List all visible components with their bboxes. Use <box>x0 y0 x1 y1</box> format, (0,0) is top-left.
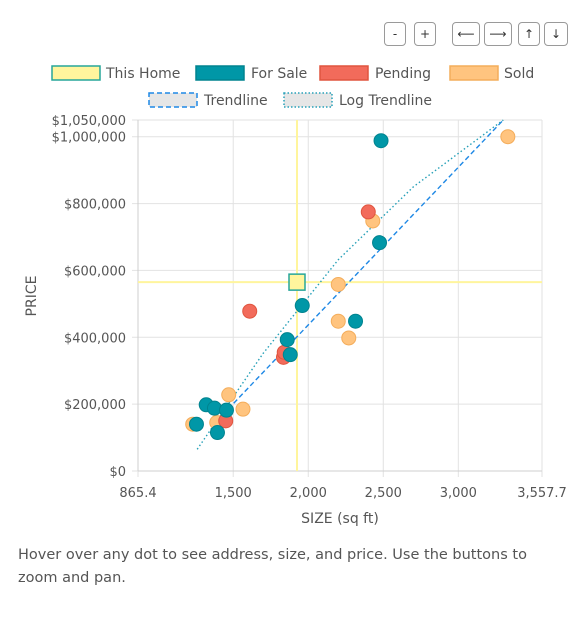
sold-point[interactable] <box>235 401 251 417</box>
x-axis-label: SIZE (sq ft) <box>301 511 379 527</box>
trendlines <box>196 119 504 450</box>
chart-legend: This Home For Sale Pending Sold Trendlin… <box>51 65 534 109</box>
log-trendline <box>196 119 504 450</box>
pending-point[interactable] <box>242 303 258 319</box>
legend-label-this-home: This Home <box>105 66 180 82</box>
for-sale-point[interactable] <box>372 235 388 251</box>
y-tick-label: $600,000 <box>64 264 126 279</box>
x-tick-label: 1,500 <box>215 486 252 501</box>
for-sale-point[interactable] <box>188 416 204 432</box>
y-tick-label: $400,000 <box>64 331 126 346</box>
tick-labels: 865.4 1,500 2,000 2,500 3,000 3,557.7 $0 $200,0… <box>52 114 567 501</box>
chart-caption: Hover over any dot to see address, size,… <box>18 547 527 586</box>
trendline <box>222 119 504 416</box>
x-tick-label: 2,000 <box>290 486 327 501</box>
data-points <box>185 129 516 441</box>
legend-swatch-this-home[interactable] <box>51 65 101 81</box>
for-sale-point[interactable] <box>294 298 310 314</box>
legend-label-log-trendline: Log Trendline <box>339 93 432 109</box>
pending-point[interactable] <box>360 204 376 220</box>
gridlines <box>132 119 543 477</box>
sold-point[interactable] <box>330 313 346 329</box>
axes <box>137 120 542 472</box>
legend-swatch-log-trendline[interactable] <box>283 92 333 108</box>
for-sale-point[interactable] <box>373 133 389 149</box>
legend-swatch-trendline[interactable] <box>148 92 198 108</box>
sold-point[interactable] <box>330 276 346 292</box>
chart-controls: - + ⟵ ⟶ ↑ ↓ <box>384 22 574 48</box>
legend-label-trendline: Trendline <box>203 93 268 109</box>
for-sale-point[interactable] <box>279 332 295 348</box>
sold-point[interactable] <box>221 387 237 403</box>
this-home-point[interactable] <box>288 273 306 291</box>
zoom-out-button[interactable]: - <box>384 22 406 46</box>
price-vs-size-chart: This Home For Sale Pending Sold Trendlin… <box>24 65 567 527</box>
for-sale-point[interactable] <box>209 425 225 441</box>
sold-point[interactable] <box>341 330 357 346</box>
legend-label-pending: Pending <box>375 66 431 82</box>
legend-label-sold: Sold <box>504 66 534 82</box>
pan-down-button[interactable]: ↓ <box>544 22 568 46</box>
pan-right-button[interactable]: ⟶ <box>484 22 512 46</box>
y-tick-label: $1,000,000 <box>52 131 126 146</box>
y-axis-label: PRICE <box>24 276 40 317</box>
pan-up-button[interactable]: ↑ <box>518 22 540 46</box>
pan-left-button[interactable]: ⟵ <box>452 22 480 46</box>
for-sale-point[interactable] <box>218 402 234 418</box>
x-tick-label: 3,557.7 <box>517 486 567 501</box>
x-tick-label: 2,500 <box>365 486 402 501</box>
x-tick-label: 3,000 <box>440 486 477 501</box>
y-tick-label: $200,000 <box>64 398 126 413</box>
legend-swatch-pending[interactable] <box>319 65 369 81</box>
zoom-in-button[interactable]: + <box>414 22 436 46</box>
y-tick-label: $800,000 <box>64 198 126 213</box>
x-tick-label: 865.4 <box>119 486 156 501</box>
y-tick-label: $1,050,000 <box>52 114 126 129</box>
y-tick-label: $0 <box>109 465 126 480</box>
legend-label-for-sale: For Sale <box>251 66 307 82</box>
sold-point[interactable] <box>500 129 516 145</box>
for-sale-point[interactable] <box>348 313 364 329</box>
legend-swatch-sold[interactable] <box>449 65 499 81</box>
for-sale-point[interactable] <box>282 347 298 363</box>
legend-swatch-for-sale[interactable] <box>195 65 245 81</box>
